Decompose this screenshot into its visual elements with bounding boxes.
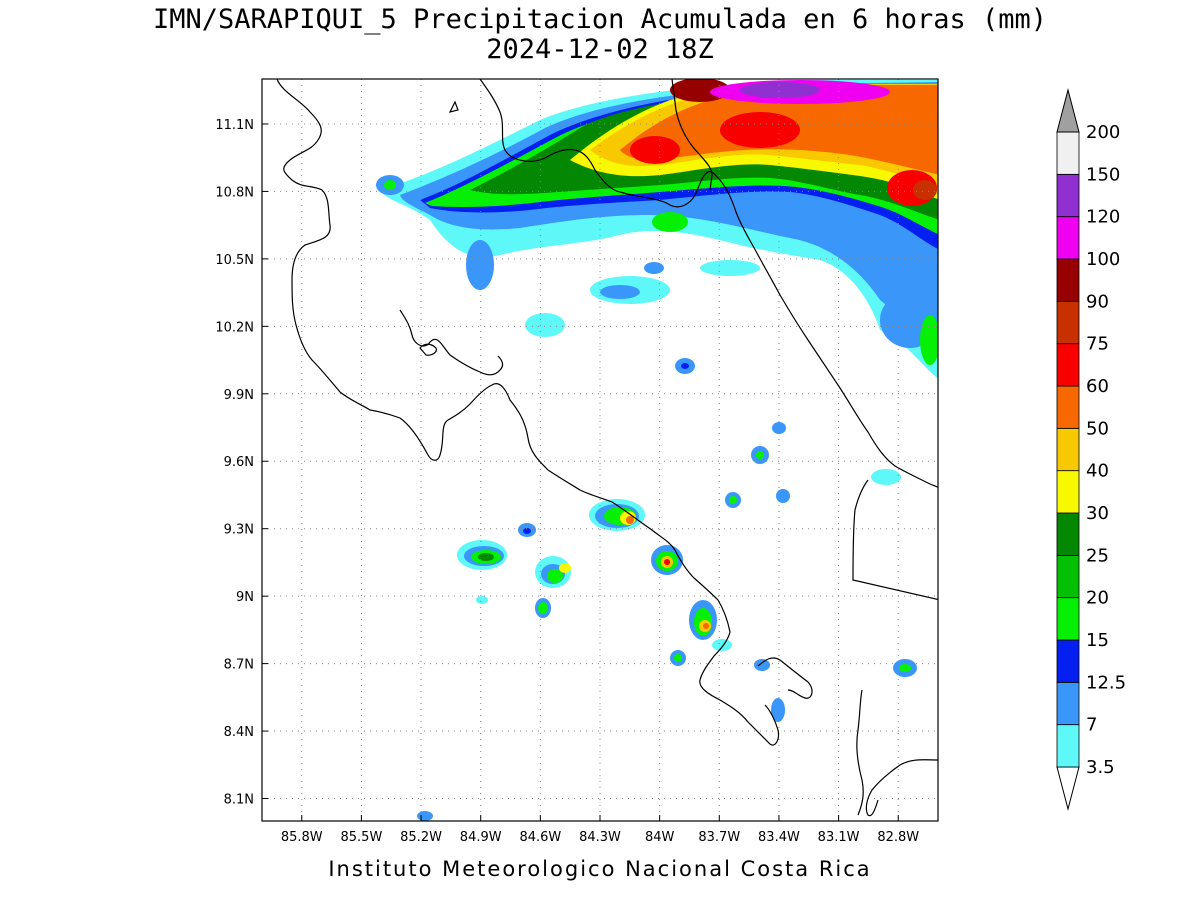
chart-subtitle-datetime: 2024-12-02 18Z [486, 34, 714, 65]
colorbar-swatch [1056, 597, 1080, 641]
colorbar-label: 3.5 [1086, 757, 1115, 778]
x-tick-label: 83.4W [758, 830, 800, 845]
y-tick-label: 10.2N [215, 320, 254, 335]
colorbar-top-arrow [1056, 88, 1080, 133]
y-tick-label: 8.1N [224, 793, 254, 808]
x-tick-label: 85.5W [341, 830, 383, 845]
colorbar-swatch [1056, 724, 1080, 768]
y-tick-label: 10.8N [215, 185, 254, 200]
colorbar-label: 7 [1086, 715, 1097, 736]
colorbar-label: 100 [1086, 249, 1120, 270]
colorbar-label: 15 [1086, 630, 1109, 651]
y-tick-label: 9N [236, 590, 254, 605]
lat-lon-grid [262, 79, 938, 821]
colorbar-swatch [1056, 554, 1080, 599]
colorbar-label: 200 [1086, 122, 1120, 143]
x-tick-label: 84.6W [519, 830, 561, 845]
y-tick-label: 9.6N [224, 455, 254, 470]
colorbar-label: 150 [1086, 164, 1120, 185]
colorbar-swatch [1056, 131, 1080, 175]
chart-title: IMN/SARAPIQUI_5 Precipitacion Acumulada … [152, 4, 1048, 35]
colorbar-swatch [1056, 427, 1080, 472]
colorbar-legend: 3.5 7 12.5 15 20 25 30 40 50 60 75 90 100 120 150 200 [1056, 88, 1126, 811]
y-tick-label: 9.3N [224, 523, 254, 538]
colorbar-label: 30 [1086, 503, 1109, 524]
x-tick-label: 84.9W [460, 830, 502, 845]
colorbar-swatch [1056, 300, 1080, 345]
colorbar-swatch [1056, 216, 1080, 260]
colorbar-label: 50 [1086, 418, 1109, 439]
colorbar-label: 20 [1086, 588, 1109, 609]
x-tick-label: 83.1W [818, 830, 860, 845]
y-tick-label: 8.7N [224, 658, 254, 673]
y-tick-label: 8.4N [224, 725, 254, 740]
colorbar-swatch [1056, 173, 1080, 218]
colorbar-swatch [1056, 343, 1080, 387]
colorbar-label: 12.5 [1086, 672, 1126, 693]
x-tick-label: 83.7W [698, 830, 740, 845]
y-tick-label: 10.5N [215, 253, 254, 268]
colorbar-label: 60 [1086, 376, 1109, 397]
x-tick-label: 82.8W [877, 830, 919, 845]
coastlines-and-borders [276, 79, 938, 817]
y-tick-label: 11.1N [215, 118, 254, 133]
x-tick-label: 84.3W [579, 830, 621, 845]
precipitation-field [376, 79, 938, 821]
x-tick-label: 84W [645, 830, 675, 845]
colorbar-swatch [1056, 512, 1080, 556]
colorbar-label: 75 [1086, 334, 1109, 355]
y-axis-ticks: 11.1N 10.8N 10.5N 10.2N 9.9N 9.6N 9.3N 9N 8.7N 8.… [215, 118, 268, 808]
footer-credit: Instituto Meteorologico Nacional Costa R… [328, 857, 872, 881]
x-tick-label: 85.2W [400, 830, 442, 845]
colorbar-label: 25 [1086, 545, 1109, 566]
x-axis-ticks: 85.8W 85.5W 85.2W 84.9W 84.6W 84.3W 84W 83.7W 83… [281, 815, 919, 845]
colorbar-label: 120 [1086, 207, 1120, 228]
colorbar-swatch [1056, 470, 1080, 514]
colorbar-bottom-arrow [1056, 766, 1080, 811]
colorbar-swatch [1056, 681, 1080, 726]
colorbar-swatch [1056, 639, 1080, 683]
colorbar-swatch [1056, 258, 1080, 302]
colorbar-label: 90 [1086, 291, 1109, 312]
colorbar-label: 40 [1086, 461, 1109, 482]
x-tick-label: 85.8W [281, 830, 323, 845]
y-tick-label: 9.9N [224, 388, 254, 403]
colorbar-swatch [1056, 385, 1080, 429]
